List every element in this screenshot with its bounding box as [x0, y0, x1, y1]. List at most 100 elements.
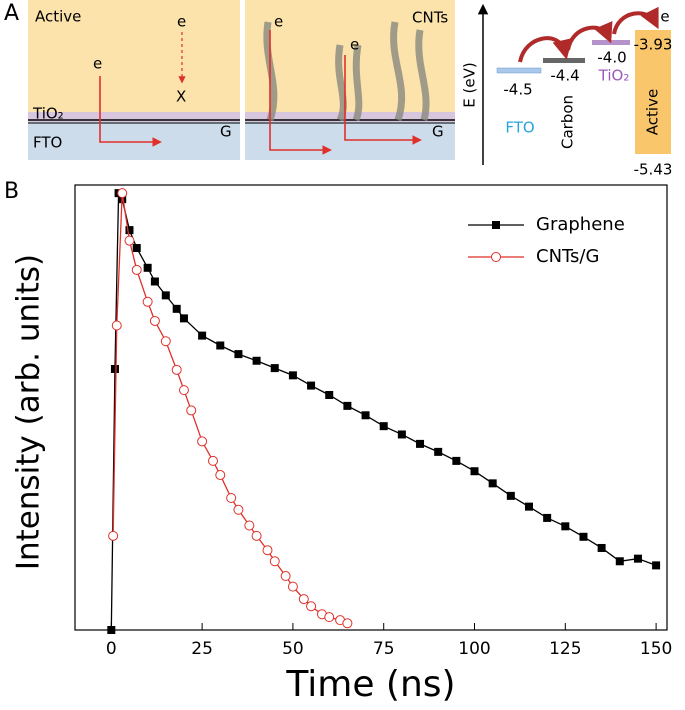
marker: [470, 467, 479, 476]
label: Carbon: [559, 95, 577, 149]
marker: [434, 447, 443, 456]
label: TiO₂: [32, 105, 64, 123]
label: G: [220, 123, 232, 141]
schematic-right: [245, 0, 455, 160]
legend-marker: [492, 221, 500, 229]
marker: [171, 364, 182, 375]
label: TiO₂: [598, 67, 630, 85]
marker: [652, 561, 661, 570]
marker: [161, 291, 170, 300]
label: X: [176, 88, 186, 106]
legend-label: Graphene: [536, 214, 625, 235]
label: FTO: [33, 134, 62, 152]
label: FTO: [505, 119, 534, 137]
marker: [579, 532, 588, 541]
marker: [488, 479, 497, 488]
marker: [108, 530, 119, 541]
marker: [262, 545, 273, 556]
label: e: [660, 8, 669, 26]
marker: [543, 513, 552, 522]
marker: [142, 296, 153, 307]
legend-marker: [491, 252, 501, 262]
x-axis-label: Time (ns): [285, 664, 455, 705]
label: Active: [35, 8, 81, 26]
label: e: [177, 13, 186, 31]
marker: [452, 456, 461, 465]
marker: [208, 455, 219, 466]
marker: [597, 543, 606, 552]
marker: [150, 277, 159, 286]
marker: [252, 356, 261, 365]
marker: [110, 364, 119, 373]
marker: [270, 364, 279, 373]
marker: [251, 530, 262, 541]
label: G: [432, 123, 444, 141]
x-tick-label: 0: [106, 639, 117, 659]
marker: [131, 264, 142, 275]
level: -4.0: [597, 49, 626, 67]
marker: [216, 341, 225, 350]
marker: [234, 350, 243, 359]
marker: [124, 235, 135, 246]
level: -4.4: [550, 67, 579, 85]
marker: [179, 314, 188, 323]
marker: [233, 504, 244, 515]
x-tick-label: 50: [282, 639, 304, 659]
legend-label: CNTs/G: [536, 246, 599, 267]
marker: [197, 436, 208, 447]
marker: [416, 439, 425, 448]
x-tick-label: 100: [458, 639, 490, 659]
x-tick-label: 150: [640, 639, 672, 659]
marker: [186, 405, 197, 416]
marker: [325, 390, 334, 399]
marker: [178, 385, 189, 396]
marker: [379, 422, 388, 431]
label: e: [350, 36, 359, 54]
label: e: [93, 55, 102, 73]
marker: [506, 491, 515, 500]
marker: [288, 371, 297, 380]
level: -4.5: [503, 81, 532, 99]
marker: [215, 470, 226, 481]
marker: [143, 263, 152, 272]
marker: [307, 381, 316, 390]
marker: [117, 188, 128, 199]
label: e: [274, 13, 283, 31]
marker: [306, 601, 317, 612]
marker: [132, 244, 141, 253]
marker: [269, 556, 280, 567]
marker: [149, 315, 160, 326]
plot-frame: [74, 184, 668, 631]
label: CNTs: [412, 9, 448, 27]
marker: [172, 304, 181, 313]
marker: [615, 557, 624, 566]
marker: [226, 492, 237, 503]
axis-label: E (eV): [461, 62, 479, 107]
marker: [198, 331, 207, 340]
y-axis-label: Intensity (arb. units): [11, 254, 47, 570]
schematic-left: [28, 0, 240, 160]
marker: [561, 522, 570, 531]
x-tick-label: 25: [191, 639, 213, 659]
marker: [111, 320, 122, 331]
marker: [397, 430, 406, 439]
marker: [125, 226, 134, 235]
level: -5.43: [634, 161, 673, 179]
marker: [633, 554, 642, 563]
panel-label: B: [4, 179, 19, 204]
marker: [524, 502, 533, 511]
label: Active: [644, 89, 662, 135]
marker: [342, 618, 353, 629]
panel-label: A: [4, 1, 19, 26]
marker: [280, 571, 291, 582]
marker: [324, 612, 335, 623]
level: -3.93: [634, 36, 673, 54]
marker: [343, 401, 352, 410]
x-tick-label: 75: [373, 639, 395, 659]
marker: [361, 411, 370, 420]
energy-diagram: [477, 3, 671, 165]
marker: [244, 520, 255, 531]
marker: [160, 336, 171, 347]
marker: [298, 594, 309, 605]
